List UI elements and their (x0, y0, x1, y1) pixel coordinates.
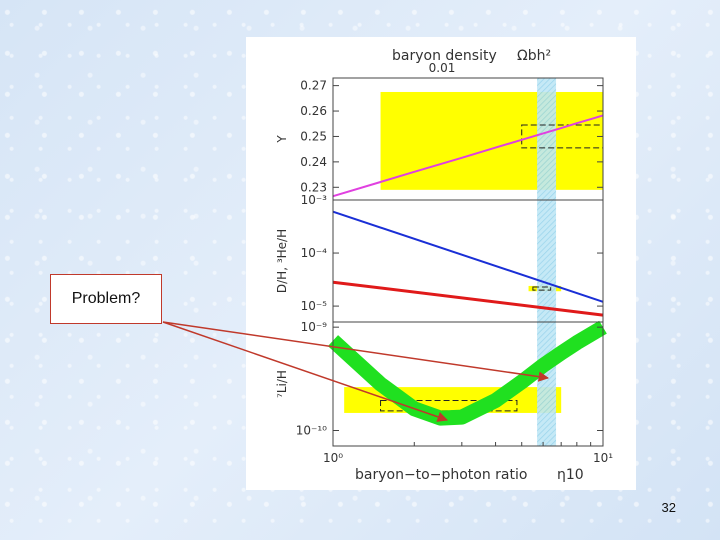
y-axis-label-Y: Y (275, 135, 289, 144)
y-tick-label-Y-3: 0.26 (300, 104, 327, 118)
wmap-band-Y (537, 78, 557, 200)
page-number: 32 (661, 500, 676, 515)
problem-callout: Problem? (50, 274, 162, 324)
x-tick-label-1: 10⁰ (323, 451, 343, 465)
observation-box-Li-0 (344, 387, 562, 413)
arrow-to-lithium-curve-lower (162, 321, 448, 422)
observation-box-Y-0 (380, 91, 603, 190)
x-axis-label: baryon−to−photon ratio (355, 467, 527, 483)
y-axis-label-DHe: D/H, ³He/H (275, 229, 289, 293)
series-line-Y-0 (332, 114, 604, 198)
y-tick-label-Li-0: 10⁻⁹ (301, 320, 328, 334)
y-tick-label-Y-1: 0.24 (300, 155, 327, 169)
problem-callout-text: Problem? (71, 290, 141, 307)
top-axis-tick: 0.01 (429, 61, 456, 75)
error-box-DHe-0 (532, 286, 552, 291)
error-box-Li-0 (380, 400, 518, 412)
arrow-to-lithium-curve-upper (162, 321, 550, 382)
bbn-chart: 0.23 0.24 0.25 0.26 0.27 Y 10⁻³ 10⁻⁴ 10⁻⁵ D/H, ³H… (275, 77, 607, 447)
wmap-band-DHe (537, 200, 557, 322)
y-tick-label-DHe-0: 10⁻³ (301, 193, 328, 207)
y-tick-label-Y-0: 0.23 (300, 180, 327, 194)
y-tick-label-DHe-1: 10⁻⁴ (301, 246, 328, 260)
y-tick-label-Y-4: 0.27 (300, 79, 327, 93)
series-line-DHe-1 (332, 280, 604, 317)
series-line-Li-0 (327, 320, 607, 426)
y-tick-label-DHe-2: 10⁻⁵ (301, 299, 328, 313)
x-tick-label-10: 10¹ (593, 451, 613, 465)
y-tick-label-Y-2: 0.25 (300, 129, 327, 143)
top-axis-label: baryon density (392, 48, 497, 64)
panel-frame-Li (332, 321, 604, 447)
top-axis-symbol: Ωbh² (517, 48, 551, 64)
y-axis-label-Li: ⁷Li/H (275, 370, 289, 398)
x-axis-symbol: η10 (557, 467, 584, 483)
series-line-DHe-0 (332, 210, 604, 303)
y-tick-label-Li-1: 10⁻¹⁰ (296, 424, 327, 438)
wmap-band-Li (537, 322, 557, 446)
